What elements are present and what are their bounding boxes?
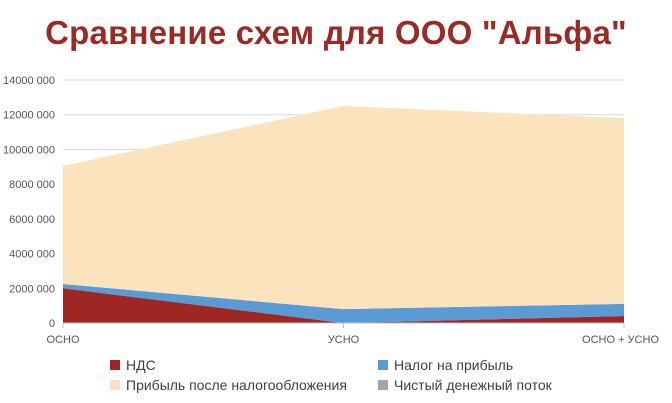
y-tick-label: 14000 000	[3, 75, 55, 87]
legend: НДС Налог на прибыль Прибыль после налог…	[110, 357, 628, 393]
legend-swatch-profit-tax	[378, 360, 388, 370]
y-tick-label: 0	[49, 318, 55, 330]
y-tick-label: 6000 000	[9, 214, 55, 226]
x-tick-label: ОСНО	[47, 334, 80, 346]
legend-swatch-nds	[110, 360, 120, 370]
area-series-2	[63, 106, 624, 310]
y-tick-label: 12000 000	[3, 110, 55, 122]
area-series	[63, 106, 624, 324]
area-series-0	[63, 288, 624, 323]
y-tick-label: 4000 000	[9, 249, 55, 261]
legend-label-profit-tax: Налог на прибыль	[394, 357, 514, 373]
x-tick-label: УСНО	[328, 334, 360, 346]
legend-item-nds: НДС	[110, 357, 378, 373]
y-tick-label: 8000 000	[9, 179, 55, 191]
y-axis-tick-labels: 0 2000 000 4000 000 6000 000 8000 000 10000 0…	[3, 75, 55, 330]
y-tick-label: 2000 000	[9, 283, 55, 295]
x-axis-tick-labels: ОСНО УСНО ОСНО + УСНО	[47, 323, 659, 346]
chart-title: Сравнение схем для ООО "Альфа"	[45, 14, 627, 51]
legend-item-net-profit: Прибыль после налогообложения	[110, 377, 378, 393]
legend-item-profit-tax: Налог на прибыль	[378, 357, 628, 373]
x-tick-label: ОСНО + УСНО	[582, 334, 659, 346]
legend-item-cash-flow: Чистый денежный поток	[378, 377, 628, 393]
legend-swatch-net-profit	[110, 380, 120, 390]
legend-swatch-cash-flow	[378, 380, 388, 390]
legend-label-cash-flow: Чистый денежный поток	[394, 377, 552, 393]
y-tick-label: 10000 000	[3, 144, 55, 156]
legend-label-nds: НДС	[126, 357, 156, 373]
area-series-1	[63, 283, 624, 323]
legend-label-net-profit: Прибыль после налогообложения	[126, 377, 347, 393]
